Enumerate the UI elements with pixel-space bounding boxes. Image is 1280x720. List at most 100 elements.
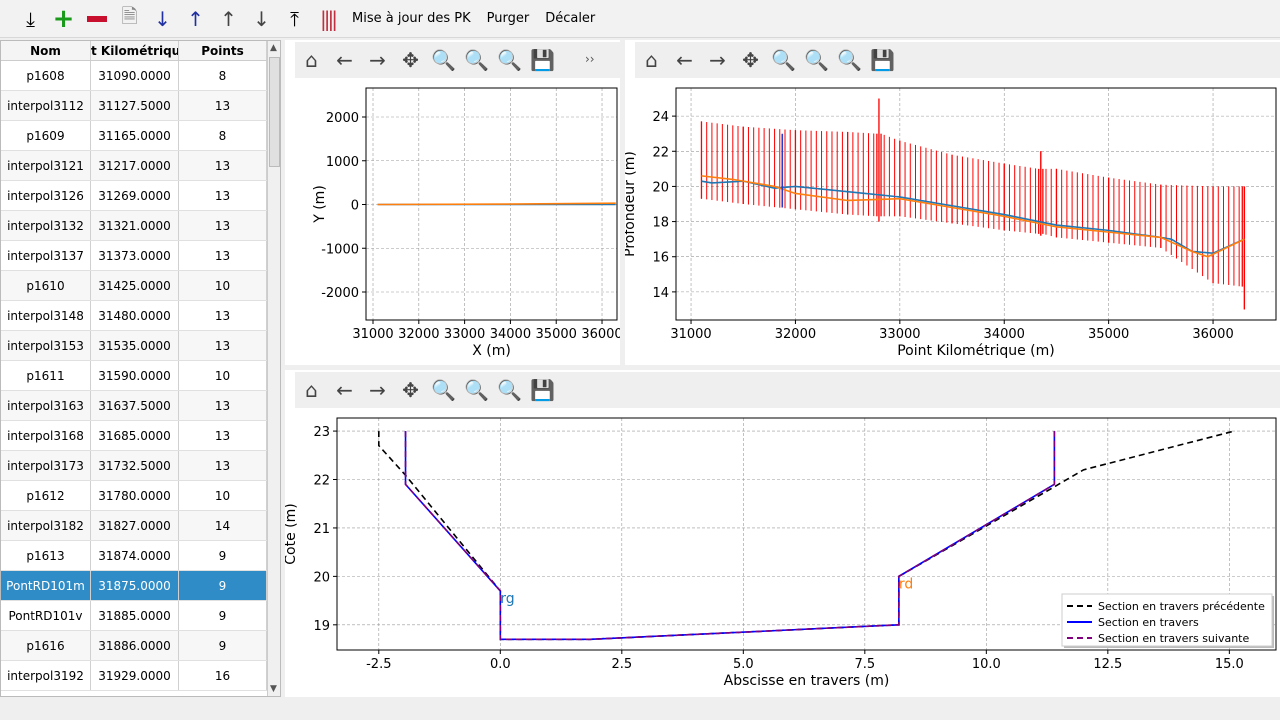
forward-icon[interactable]: → [709, 48, 726, 72]
column-header-pk[interactable]: t Kilométrique [91, 41, 179, 60]
planform-plot-pane: ⌂ ← → ✥ 🔍 🔍 🔍 💾 31000 32000 33000 34000 35000 36000 -… [285, 40, 620, 365]
table-row[interactable]: p1616 31886.0000 9 [1, 631, 280, 661]
cell-pk: 31590.0000 [91, 361, 179, 390]
scrollbar-thumb[interactable] [269, 57, 280, 167]
cell-pk: 31321.0000 [91, 211, 179, 240]
forward-icon[interactable]: → [369, 48, 386, 72]
pan-icon[interactable]: ✥ [742, 48, 759, 72]
table-row[interactable]: interpol3137 31373.0000 13 [1, 241, 280, 271]
legend-entry: Section en travers suivante [1098, 632, 1249, 645]
table-row[interactable]: interpol3173 31732.5000 13 [1, 451, 280, 481]
cell-name: interpol3192 [1, 661, 91, 690]
cell-name: interpol3182 [1, 511, 91, 540]
cell-points: 14 [179, 511, 267, 540]
table-row[interactable]: interpol3182 31827.0000 14 [1, 511, 280, 541]
y-tick-label: -1000 [321, 242, 359, 257]
document-icon[interactable]: 🗎 [121, 3, 138, 28]
save-icon[interactable]: 💾 [530, 378, 555, 402]
table-row[interactable]: interpol3163 31637.5000 13 [1, 391, 280, 421]
toolbar-overflow-icon[interactable]: ›› [585, 52, 595, 66]
update-pk-button[interactable]: Mise à jour des PK [352, 11, 471, 26]
remove-icon[interactable] [80, 3, 113, 35]
y-tick-label: 20 [652, 180, 669, 195]
pan-icon[interactable]: ✥ [402, 378, 419, 402]
forward-icon[interactable]: → [369, 378, 386, 402]
sort-descending-icon[interactable]: ↑ [187, 6, 204, 31]
cell-pk: 31480.0000 [91, 301, 179, 330]
table-row[interactable]: interpol3168 31685.0000 13 [1, 421, 280, 451]
x-tick-label: 31000 [352, 327, 393, 342]
scroll-down-icon[interactable]: ▼ [270, 684, 277, 694]
save-icon[interactable]: 💾 [530, 48, 555, 72]
zoom-1-icon[interactable]: 🔍 [464, 48, 489, 72]
x-tick-label: 32000 [775, 327, 816, 342]
table-row[interactable]: p1609 31165.0000 8 [1, 121, 280, 151]
x-axis-label: Abscisse en travers (m) [724, 673, 890, 689]
x-tick-label: 0.0 [490, 657, 511, 672]
y-tick-label: 20 [313, 570, 330, 585]
export-icon[interactable]: ⤒ [290, 6, 299, 31]
column-header-points[interactable]: Points [179, 41, 267, 60]
zoom-fit-icon[interactable]: 🔍 [837, 48, 862, 72]
y-tick-label: 16 [652, 251, 669, 266]
home-icon[interactable]: ⌂ [305, 48, 318, 72]
shift-button[interactable]: Décaler [545, 11, 596, 26]
longitudinal-plot-pane: ›› ⌂ ← → ✥ 🔍 🔍 🔍 💾 31000 32000 33000 34000 35000 360… [585, 40, 1280, 365]
pan-icon[interactable]: ✥ [402, 48, 419, 72]
back-icon[interactable]: ← [336, 48, 353, 72]
cell-pk: 31886.0000 [91, 631, 179, 660]
table-row[interactable]: interpol3192 31929.0000 16 [1, 661, 280, 691]
zoom-1-icon[interactable]: 🔍 [804, 48, 829, 72]
axes-frame [336, 417, 1277, 651]
table-row[interactable]: interpol3126 31269.0000 13 [1, 181, 280, 211]
zoom-icon[interactable]: 🔍 [431, 378, 456, 402]
cell-points: 13 [179, 331, 267, 360]
add-icon[interactable]: + [52, 3, 75, 34]
table-row[interactable]: interpol3132 31321.0000 13 [1, 211, 280, 241]
table-row[interactable]: interpol3112 31127.5000 13 [1, 91, 280, 121]
sort-ascending-icon[interactable]: ↓ [154, 6, 171, 31]
table-row[interactable]: PontRD101v 31885.0000 9 [1, 601, 280, 631]
plot-toolbar: ⌂ ← → ✥ 🔍 🔍 🔍 💾 [295, 42, 620, 78]
longitudinal-chart[interactable]: 31000 32000 33000 34000 35000 36000 14 16 18 20 22… [625, 40, 1280, 365]
scroll-up-icon[interactable]: ▲ [270, 43, 277, 53]
back-icon[interactable]: ← [676, 48, 693, 72]
zoom-icon[interactable]: 🔍 [771, 48, 796, 72]
table-scrollbar[interactable]: ▲ ▼ [267, 41, 280, 696]
cross-section-chart[interactable]: -2.5 0.0 2.5 5.0 7.5 10.0 12.5 15.0 19 20 21 22 23 rg… [285, 370, 1280, 697]
table-row[interactable]: interpol3148 31480.0000 13 [1, 301, 280, 331]
zoom-icon[interactable]: 🔍 [431, 48, 456, 72]
zoom-fit-icon[interactable]: 🔍 [497, 48, 522, 72]
zoom-fit-icon[interactable]: 🔍 [497, 378, 522, 402]
table-row[interactable]: p1612 31780.0000 10 [1, 481, 280, 511]
main-toolbar: ⤓ + 🗎 ↓ ↑ ↑ ↓ ⤒ |||| Mise à jour des PK … [0, 0, 1280, 38]
cross-section-plot-pane: ⌂ ← → ✥ 🔍 🔍 🔍 💾 -2.5 0.0 2.5 5.0 7.5 10.0 12.5 15.0 19 2… [285, 370, 1280, 697]
table-header: Nom t Kilométrique Points [1, 41, 280, 61]
x-tick-label: 33000 [879, 327, 920, 342]
planform-chart[interactable]: 31000 32000 33000 34000 35000 36000 -2000 -1000… [285, 40, 620, 365]
x-tick-label: 10.0 [972, 657, 1001, 672]
profile-lines-icon[interactable]: |||| [320, 6, 338, 31]
profiles-table: Nom t Kilométrique Points p1608 31090.000… [0, 40, 281, 697]
cell-pk: 31217.0000 [91, 151, 179, 180]
purge-button[interactable]: Purger [486, 11, 530, 26]
back-icon[interactable]: ← [336, 378, 353, 402]
home-icon[interactable]: ⌂ [645, 48, 658, 72]
move-up-icon[interactable]: ↑ [220, 6, 237, 31]
table-row[interactable]: PontRD101m 31875.0000 9 [1, 571, 280, 601]
home-icon[interactable]: ⌂ [305, 378, 318, 402]
cell-points: 9 [179, 541, 267, 570]
table-row[interactable]: interpol3121 31217.0000 13 [1, 151, 280, 181]
series-line [701, 175, 1245, 258]
table-row[interactable]: interpol3153 31535.0000 13 [1, 331, 280, 361]
save-icon[interactable]: 💾 [870, 48, 895, 72]
table-row[interactable]: p1610 31425.0000 10 [1, 271, 280, 301]
import-icon[interactable]: ⤓ [26, 6, 35, 31]
zoom-1-icon[interactable]: 🔍 [464, 378, 489, 402]
move-down-icon[interactable]: ↓ [253, 6, 270, 31]
table-row[interactable]: p1613 31874.0000 9 [1, 541, 280, 571]
table-row[interactable]: p1611 31590.0000 10 [1, 361, 280, 391]
cell-points: 13 [179, 91, 267, 120]
table-row[interactable]: p1608 31090.0000 8 [1, 61, 280, 91]
column-header-name[interactable]: Nom [1, 41, 91, 60]
